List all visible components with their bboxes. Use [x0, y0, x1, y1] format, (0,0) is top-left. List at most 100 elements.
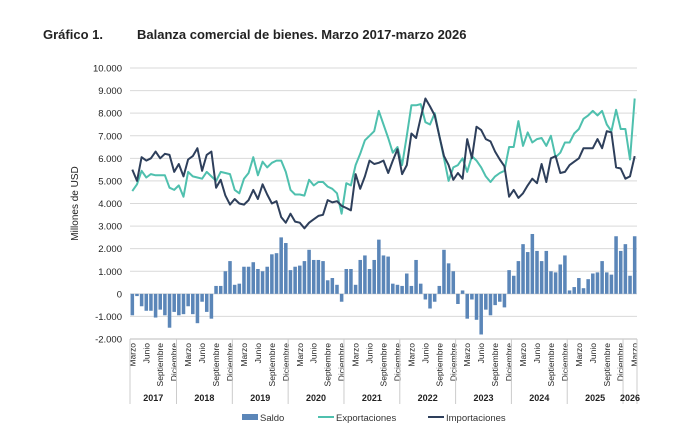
- bar-saldo: [223, 271, 228, 294]
- bar-saldo: [558, 264, 563, 294]
- x-tick-label: Septiembre: [211, 343, 221, 387]
- x-tick-label: Junio: [420, 343, 430, 364]
- year-label: 2019: [250, 393, 270, 403]
- bar-saldo: [191, 293, 195, 315]
- bar-saldo: [353, 284, 358, 294]
- line-importaciones: [131, 97, 636, 230]
- bar-saldo: [544, 250, 549, 294]
- bar-saldo: [144, 293, 149, 311]
- x-tick-label: Septiembre: [434, 343, 444, 387]
- y-tick-label: 10.000: [93, 64, 122, 75]
- bar-saldo: [400, 285, 404, 294]
- bar-saldo: [521, 244, 525, 294]
- bar-saldo: [181, 293, 186, 315]
- bar-saldo: [139, 293, 144, 307]
- bar-saldo: [195, 293, 200, 324]
- y-tick-label: 7.000: [98, 131, 122, 142]
- y-tick-label: 5.000: [98, 176, 122, 187]
- bar-saldo: [377, 239, 381, 294]
- bar-saldo: [316, 259, 321, 294]
- bar-saldo: [372, 259, 376, 294]
- x-tick-label: Diciembre: [504, 343, 514, 382]
- bar-saldo: [460, 290, 465, 294]
- bar-saldo: [470, 293, 474, 300]
- bar-saldo: [628, 275, 632, 294]
- x-tick-label: Diciembre: [337, 343, 347, 382]
- bar-saldo: [502, 293, 507, 308]
- bar-saldo: [284, 243, 288, 294]
- figure-label: Gráfico 1.: [43, 27, 103, 42]
- bar-saldo: [391, 283, 395, 294]
- y-tick-label: 8.000: [98, 109, 122, 120]
- x-tick-label: Marzo: [239, 343, 249, 367]
- x-tick-label: Junio: [476, 343, 486, 364]
- y-tick-label: 3.000: [98, 222, 122, 233]
- year-label: 2020: [306, 393, 326, 403]
- bar-saldo: [288, 270, 293, 294]
- x-tick-label: Septiembre: [323, 343, 333, 387]
- bar-saldo: [242, 266, 246, 294]
- bar-saldo: [563, 255, 567, 294]
- x-tick-label: Septiembre: [155, 343, 165, 387]
- bar-saldo: [172, 293, 176, 312]
- bar-saldo: [423, 293, 428, 300]
- bar-saldo: [474, 293, 479, 320]
- year-label: 2022: [418, 393, 438, 403]
- year-label: 2026: [620, 393, 640, 403]
- x-tick-label: Septiembre: [267, 343, 277, 387]
- x-tick-label: Marzo: [406, 343, 416, 367]
- x-tick-label: Marzo: [574, 343, 584, 367]
- bar-saldo: [228, 261, 232, 294]
- bar-saldo: [395, 284, 400, 294]
- year-label: 2021: [362, 393, 382, 403]
- bar-saldo: [279, 237, 283, 294]
- y-tick-label: 2.000: [98, 244, 122, 255]
- bar-saldo: [349, 268, 353, 294]
- bar-saldo: [549, 271, 553, 294]
- x-tick-label: Diciembre: [392, 343, 402, 382]
- y-axis-label: Millones de USD: [70, 166, 81, 240]
- bar-saldo: [609, 274, 614, 294]
- bar-saldo: [344, 268, 349, 294]
- bar-saldo: [381, 255, 386, 294]
- bar-saldo: [232, 284, 237, 294]
- x-tick-label: Diciembre: [448, 343, 458, 382]
- bar-saldo: [507, 270, 511, 294]
- bar-saldo: [586, 279, 590, 294]
- bar-saldo: [209, 293, 214, 319]
- bar-saldo: [572, 287, 576, 294]
- bar-saldo: [251, 262, 256, 294]
- x-tick-label: Junio: [197, 343, 207, 364]
- chart-title: Balanza comercial de bienes. Marzo 2017-…: [137, 27, 467, 42]
- x-tick-label: Junio: [309, 343, 319, 364]
- bar-saldo: [335, 284, 339, 294]
- y-tick-label: 9.000: [98, 86, 122, 97]
- line-exportaciones: [131, 98, 636, 215]
- bar-saldo: [167, 293, 172, 328]
- x-tick-label: Septiembre: [490, 343, 500, 387]
- bar-saldo: [218, 285, 223, 294]
- bar-saldo: [311, 259, 316, 294]
- legend-label: Importaciones: [446, 413, 506, 424]
- bar-saldo: [493, 293, 497, 306]
- bar-saldo: [484, 293, 488, 310]
- y-tick-label: 0: [117, 289, 122, 300]
- bar-saldo: [530, 233, 535, 294]
- x-tick-label: Marzo: [127, 343, 137, 367]
- bar-saldo: [418, 283, 423, 294]
- bar-saldo: [614, 236, 618, 294]
- bar-saldo: [414, 259, 418, 294]
- bar-saldo: [595, 272, 600, 294]
- bar-saldo: [177, 293, 181, 316]
- bar-saldo: [404, 273, 409, 294]
- bar-saldo: [488, 293, 493, 316]
- bar-saldo: [330, 278, 335, 294]
- bar-saldo: [325, 280, 330, 294]
- bar-saldo: [442, 249, 446, 294]
- bar-saldo: [307, 249, 311, 294]
- bar-saldo: [553, 272, 558, 294]
- year-label: 2025: [585, 393, 605, 403]
- bar-saldo: [293, 266, 297, 294]
- bar-saldo: [274, 253, 279, 294]
